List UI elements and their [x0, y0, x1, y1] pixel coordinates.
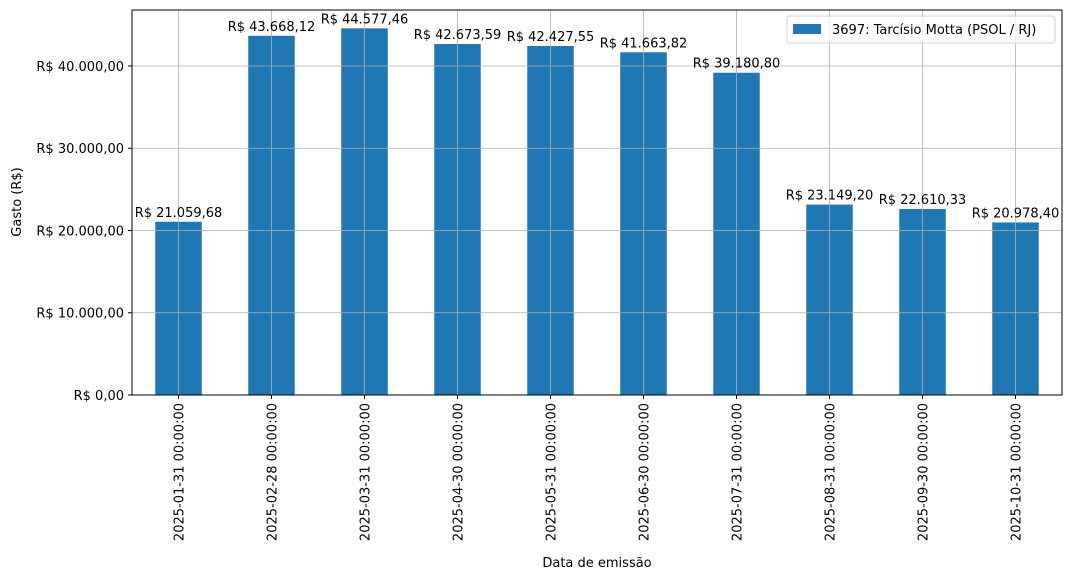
data-label: R$ 44.577,46: [321, 12, 409, 27]
axes-group: R$ 0,00 R$ 10.000,00 R$ 20.000,00 R$ 30.000…: [36, 9, 1063, 541]
x-tick-label: 2025-10-31 00:00:00: [1010, 403, 1025, 541]
data-label: R$ 22.610,33: [879, 193, 967, 208]
legend: 3697: Tarcísio Motta (PSOL / RJ): [786, 15, 1056, 44]
x-tick-label: 2025-05-31 00:00:00: [545, 403, 560, 541]
plot-frame: [131, 9, 1063, 396]
x-tick-label: 2025-09-30 00:00:00: [917, 403, 932, 541]
legend-frame: [786, 15, 1056, 44]
x-tick-label: 2025-04-30 00:00:00: [452, 403, 467, 541]
y-tick-label: R$ 40.000,00: [36, 60, 124, 75]
data-label: R$ 42.427,55: [507, 30, 595, 45]
y-tick-label: R$ 0,00: [74, 389, 124, 404]
data-labels-group: R$ 21.059,68 R$ 43.668,12 R$ 44.577,46 R$ 4…: [135, 12, 1060, 221]
legend-swatch: [793, 24, 821, 34]
data-label: R$ 41.663,82: [600, 36, 688, 51]
data-label: R$ 39.180,80: [693, 57, 781, 72]
data-label: R$ 43.668,12: [228, 20, 316, 35]
data-label: R$ 21.059,68: [135, 206, 223, 221]
x-tick-label: 2025-06-30 00:00:00: [638, 403, 653, 541]
y-tick-label: R$ 10.000,00: [36, 307, 124, 322]
data-label: R$ 20.978,40: [972, 206, 1060, 221]
x-tick-label: 2025-02-28 00:00:00: [266, 403, 281, 541]
x-tick-label: 2025-01-31 00:00:00: [173, 403, 188, 541]
x-tick-label: 2025-07-31 00:00:00: [731, 403, 746, 541]
y-tick-label: R$ 30.000,00: [36, 142, 124, 157]
x-axis-label: Data de emissão: [542, 556, 651, 571]
y-axis-label: Gasto (R$): [10, 167, 25, 236]
legend-label: 3697: Tarcísio Motta (PSOL / RJ): [832, 23, 1036, 38]
x-tick-label: 2025-03-31 00:00:00: [359, 403, 374, 541]
data-label: R$ 42.673,59: [414, 28, 502, 43]
data-label: R$ 23.149,20: [786, 189, 874, 204]
y-tick-label: R$ 20.000,00: [36, 224, 124, 239]
bars-group: [155, 28, 1039, 396]
x-tick-label: 2025-08-31 00:00:00: [824, 403, 839, 541]
